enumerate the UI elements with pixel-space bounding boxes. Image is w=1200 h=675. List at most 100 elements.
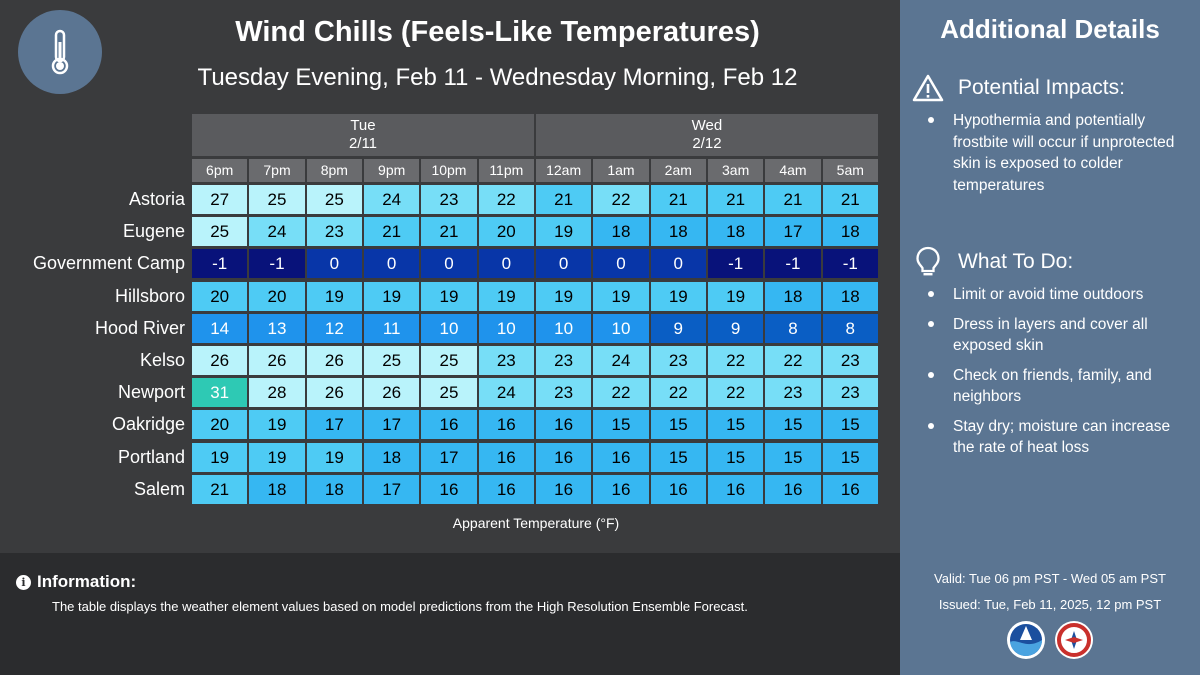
hour-header: 2am [650,159,706,182]
table-cell: 17 [363,410,420,440]
table-cell: 25 [192,217,248,247]
thermometer-badge [18,10,102,94]
page-subtitle: Tuesday Evening, Feb 11 - Wednesday Morn… [197,64,798,91]
table-cell: 9 [707,313,764,343]
table-cell: 23 [535,346,592,375]
table-cell: 19 [650,281,706,311]
table-cell: 16 [421,474,477,504]
row-label: Astoria [128,189,185,209]
hour-header: 9pm [363,159,420,182]
table-cell: 18 [765,281,821,311]
table-cell: 18 [593,217,649,247]
day-label: Wed [691,117,723,134]
table-cell: 21 [650,185,706,214]
row-label: Kelso [139,350,185,370]
todo-heading-text: What To Do: [958,250,1074,273]
table-cell: 24 [478,378,534,408]
hour-header: 8pm [306,159,362,182]
table-cell: 18 [306,474,362,504]
table-cell: 19 [707,281,764,311]
hour-header: 4am [765,159,821,182]
table-cell: 18 [707,217,764,247]
table-cell: 23 [535,378,592,408]
table-cell: 21 [822,185,878,214]
hour-header: 1am [593,159,649,182]
table-cell: 26 [192,346,248,375]
table-cell: -1 [707,249,764,279]
table-cell: 21 [192,474,248,504]
table-cell: 0 [650,249,706,279]
table-cell: 19 [363,281,420,311]
table-cell: 21 [765,185,821,214]
table-cell: 16 [478,442,534,472]
table-cell: 25 [306,185,362,214]
table-cell: 12 [306,313,362,343]
row-label: Salem [133,478,185,499]
table-cell: 18 [650,217,706,247]
table-cell: 0 [363,249,420,279]
table-cell: 19 [593,281,649,311]
table-cell: 25 [249,185,305,214]
table-cell: 19 [478,281,534,311]
table-cell: 20 [478,217,534,247]
table-cell: 31 [192,378,248,408]
table-cell: 19 [535,217,592,247]
thermometer-icon [51,29,69,75]
table-cell: 26 [306,378,362,408]
table-cell: 0 [535,249,592,279]
impacts-heading-text: Potential Impacts: [958,76,1125,99]
table-cell: 15 [707,410,764,440]
table-cell: 21 [421,217,477,247]
table-cell: 0 [593,249,649,279]
table-cell: 19 [249,410,305,440]
hour-header: 12am [535,159,592,182]
warning-icon [912,72,944,104]
table-cell: 10 [593,313,649,343]
table-cell: 22 [593,185,649,214]
table-cell: 17 [421,442,477,472]
table-cell: 17 [765,217,821,247]
table-cell: 8 [765,313,821,343]
table-cell: 17 [306,410,362,440]
table-cell: 15 [822,410,878,440]
table-cell: 16 [421,410,477,440]
table-cell: 16 [478,474,534,504]
information-title: i Information: [16,572,136,592]
table-cell: 15 [650,442,706,472]
table-cell: -1 [822,249,878,279]
list-item: Hypothermia and potentially frostbite wi… [912,110,1192,196]
table-cell: 19 [306,442,362,472]
table-cell: 24 [249,217,305,247]
table-cell: 24 [363,185,420,214]
impacts-list: Hypothermia and potentially frostbite wi… [912,110,1192,204]
issued-time: Issued: Tue, Feb 11, 2025, 12 pm PST [938,597,1162,612]
table-cell: 16 [765,474,821,504]
day-header-wed: Wed 2/12 [535,114,878,156]
table-cell: 11 [363,313,420,343]
table-cell: 21 [535,185,592,214]
list-item: Stay dry; moisture can increase the rate… [912,416,1192,459]
table-cell: 20 [192,410,248,440]
table-cell: 23 [421,185,477,214]
valid-time: Valid: Tue 06 pm PST - Wed 05 am PST [934,571,1166,586]
row-label: Portland [117,446,185,467]
row-label: Hood River [94,317,185,338]
table-cell: 23 [478,346,534,375]
table-cell: 16 [593,474,649,504]
table-cell: 18 [249,474,305,504]
information-panel [0,553,900,675]
row-label: Eugene [122,221,185,242]
day-header-tue: Tue 2/11 [192,114,534,156]
table-cell: 0 [306,249,362,279]
table-cell: 18 [363,442,420,472]
table-cell: 15 [822,442,878,472]
hour-header: 3am [707,159,764,182]
table-cell: 22 [707,378,764,408]
agency-logos [1006,620,1094,660]
table-cell: 26 [363,378,420,408]
table-cell: -1 [192,249,248,279]
nws-logo [1055,621,1093,659]
table-cell: 10 [421,313,477,343]
details-title: Additional Details [940,14,1160,44]
table-cell: 23 [822,378,878,408]
